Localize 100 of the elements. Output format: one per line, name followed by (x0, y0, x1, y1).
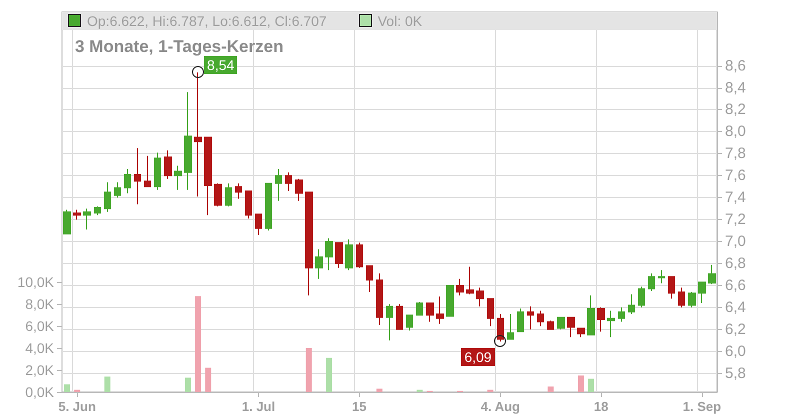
candlestick (265, 182, 272, 232)
candlestick (648, 272, 655, 292)
candlestick (63, 209, 71, 234)
candlestick (114, 182, 121, 198)
candlestick (698, 282, 706, 304)
candlestick (436, 296, 444, 324)
x-tick-label: 1. Jul (242, 399, 276, 414)
y-tick-label: 6,8 (725, 255, 746, 272)
y-tick-label: 5,8 (725, 364, 746, 382)
candlestick (426, 302, 434, 322)
candlestick (597, 306, 605, 332)
annotation: Vol: 0K (378, 13, 422, 29)
candlestick (638, 286, 645, 308)
candlestick (235, 182, 242, 200)
y-tick-label: 8,2 (725, 101, 746, 118)
candlestick (164, 150, 172, 180)
candlestick (194, 72, 202, 198)
candlestick (154, 152, 161, 190)
x-tick-label: 18 (594, 399, 608, 414)
candlestick (325, 238, 333, 271)
text: 3 Monate, 1-Tages-Kerzen (75, 37, 284, 56)
candlestick (214, 182, 222, 207)
candlestick (517, 308, 524, 332)
bar (64, 384, 70, 392)
candlestick (174, 165, 182, 190)
annotation: Op:6.622, Hi:6.787, Lo:6.612, Cl:6.707 (87, 13, 327, 29)
candlestick (396, 304, 403, 330)
candlestick (446, 284, 454, 317)
bar (588, 378, 594, 392)
candlestick (476, 287, 484, 307)
candlestick (335, 242, 343, 268)
y-tick-label: 7,8 (725, 145, 746, 162)
x-tick-label: 4. Aug (480, 399, 520, 414)
candlestick (275, 168, 282, 202)
candlestick (295, 178, 303, 202)
candlestick (688, 292, 696, 308)
y2-tick-label: 8,0K (25, 296, 55, 312)
candlestick (204, 136, 212, 216)
candlestick (416, 301, 423, 316)
y-tick-label: 7,4 (725, 189, 746, 206)
candlestick (547, 320, 554, 330)
candlestick (73, 209, 81, 220)
bar (306, 348, 312, 392)
annotation: 8,54 (204, 56, 238, 74)
y2-tick-label: 10,0K (17, 274, 55, 290)
x-tick-label: 1. Sep (682, 399, 722, 414)
candlestick (668, 276, 675, 300)
candlestick (466, 266, 474, 295)
candlestick (678, 287, 685, 308)
candlestick (144, 155, 151, 188)
candlestick (628, 294, 635, 315)
y-tick-label: 6,6 (725, 276, 746, 294)
candlestick (315, 248, 323, 280)
candlestick (124, 168, 131, 194)
bar (205, 368, 212, 392)
candlestick (406, 314, 413, 331)
y-tick-label: 6,4 (725, 298, 746, 316)
y2-tick-label: 0,0K (25, 384, 55, 400)
bar (104, 376, 110, 392)
bar (376, 388, 382, 392)
candlestick (386, 304, 393, 341)
y-tick-label: 7,0 (725, 233, 746, 250)
y-tick-label: 8,4 (725, 79, 746, 96)
candlestick (708, 264, 716, 285)
candlestick (134, 148, 141, 205)
candlestick (658, 270, 665, 284)
y2-tick-label: 2,0K (25, 362, 55, 378)
candlestick (527, 306, 534, 330)
y-tick-label: 7,2 (725, 211, 746, 228)
candlestick (255, 214, 262, 236)
y-tick-label: 8,0 (725, 123, 746, 140)
candlestick (104, 182, 111, 212)
candlestick (618, 306, 625, 322)
candlestick (225, 182, 232, 207)
candlestick (456, 278, 464, 296)
bar (326, 358, 332, 392)
candlestick (285, 172, 292, 192)
candlestick (557, 316, 565, 330)
candlestick (83, 208, 91, 230)
candlestick (94, 206, 101, 216)
bar (184, 378, 191, 392)
candlestick (356, 242, 363, 268)
candlestick (184, 92, 192, 190)
bar (578, 375, 584, 392)
bar (548, 386, 554, 392)
candlestick (305, 192, 313, 296)
candlestick (537, 310, 544, 327)
x-tick-label: 15 (352, 399, 367, 414)
candlestick (487, 298, 494, 327)
y-tick-label: 6,0 (725, 342, 746, 360)
candlestick (366, 265, 373, 293)
candlestick (345, 238, 353, 271)
candlestick (497, 314, 504, 342)
candlestick (376, 272, 383, 326)
candlestick (507, 314, 514, 340)
annotation: 6,09 (461, 348, 495, 366)
y-tick-label: 7,6 (725, 167, 746, 184)
y2-tick-label: 4,0K (25, 340, 55, 356)
candlestick (567, 316, 575, 338)
candlestick (245, 190, 252, 219)
